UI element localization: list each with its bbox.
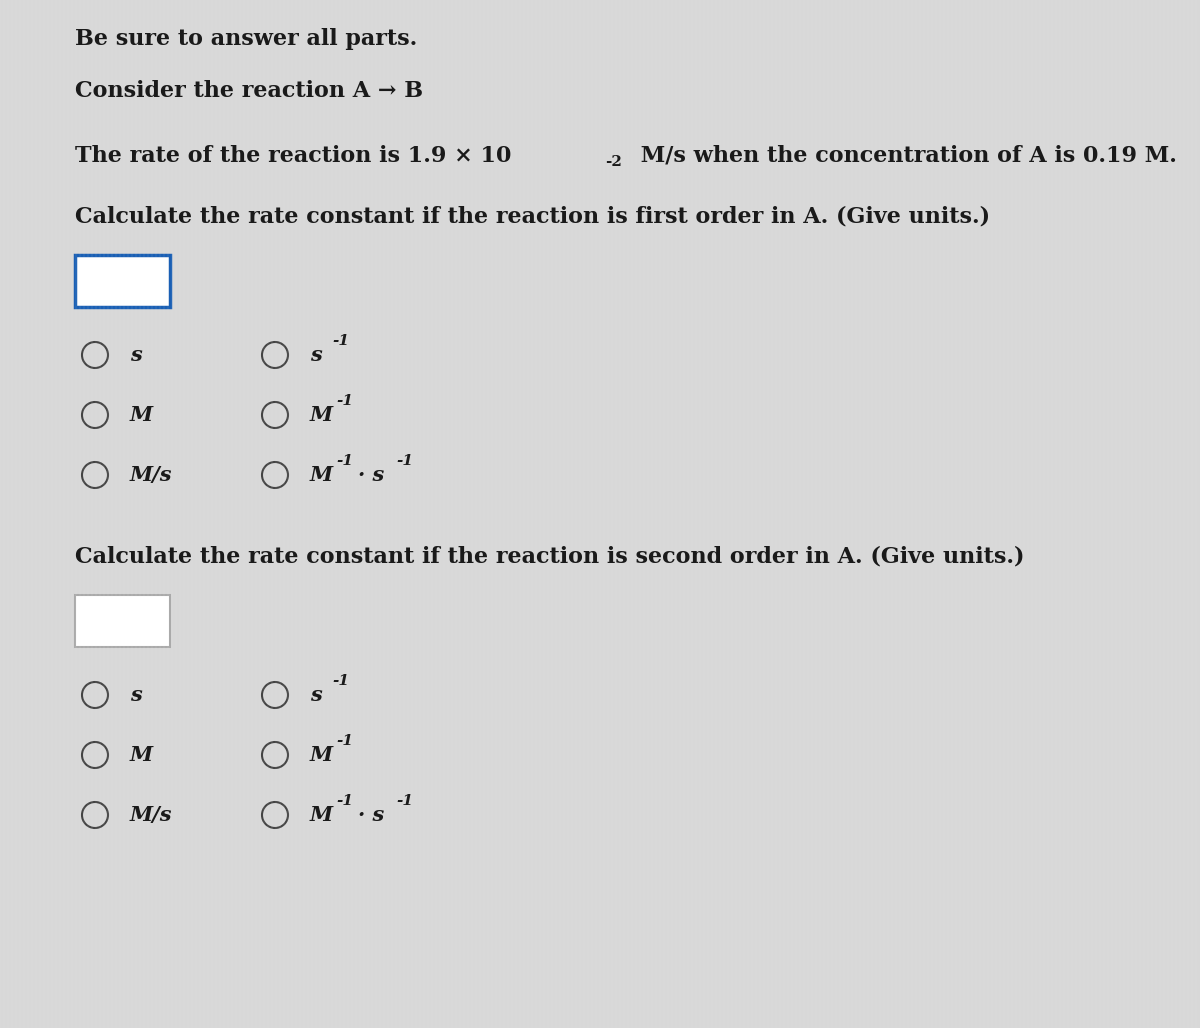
Text: -1: -1 <box>396 454 413 468</box>
Text: Calculate the rate constant if the reaction is second order in A. (Give units.): Calculate the rate constant if the react… <box>74 545 1025 567</box>
Text: -2: -2 <box>605 155 622 169</box>
Text: · s: · s <box>358 805 384 825</box>
Text: M/s: M/s <box>130 805 173 825</box>
Text: -1: -1 <box>332 674 349 688</box>
Text: -1: -1 <box>396 794 413 808</box>
Text: Be sure to answer all parts.: Be sure to answer all parts. <box>74 28 418 50</box>
Text: M/s: M/s <box>130 465 173 485</box>
Text: M: M <box>310 465 334 485</box>
Text: -1: -1 <box>336 734 353 748</box>
Text: M: M <box>130 745 154 765</box>
Text: -1: -1 <box>336 454 353 468</box>
Text: s: s <box>130 345 142 365</box>
Text: M/s when the concentration of A is 0.19 M.: M/s when the concentration of A is 0.19 … <box>634 145 1177 167</box>
Text: M: M <box>310 405 334 425</box>
Text: · s: · s <box>358 465 384 485</box>
Text: Calculate the rate constant if the reaction is first order in A. (Give units.): Calculate the rate constant if the react… <box>74 205 990 227</box>
Bar <box>74 595 170 647</box>
Text: s: s <box>310 345 322 365</box>
Text: s: s <box>310 685 322 705</box>
Text: -1: -1 <box>332 334 349 348</box>
Text: Consider the reaction A → B: Consider the reaction A → B <box>74 80 424 102</box>
Text: -1: -1 <box>336 394 353 408</box>
Bar <box>74 255 170 307</box>
Text: The rate of the reaction is 1.9 × 10: The rate of the reaction is 1.9 × 10 <box>74 145 511 167</box>
Text: M: M <box>310 805 334 825</box>
Text: -1: -1 <box>336 794 353 808</box>
Text: M: M <box>310 745 334 765</box>
Text: M: M <box>130 405 154 425</box>
Text: s: s <box>130 685 142 705</box>
